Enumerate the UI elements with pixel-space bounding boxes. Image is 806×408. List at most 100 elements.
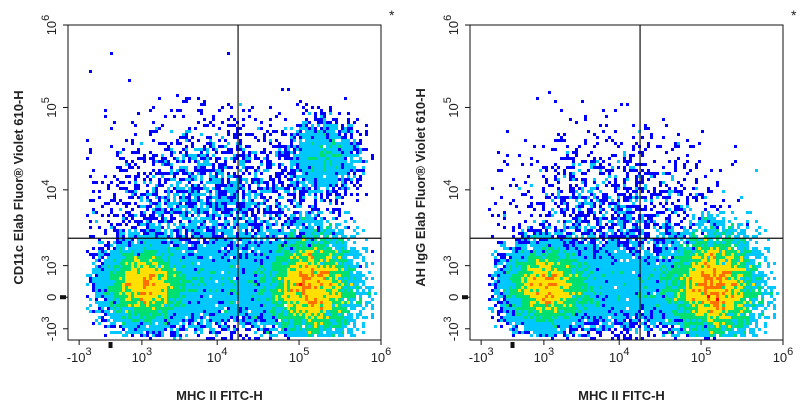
density-cell bbox=[248, 184, 251, 187]
density-cell bbox=[233, 160, 236, 163]
density-cell bbox=[95, 181, 98, 184]
density-cell bbox=[242, 238, 245, 241]
density-cell bbox=[95, 220, 98, 223]
density-cell bbox=[107, 187, 110, 190]
density-cell bbox=[596, 142, 599, 145]
density-cell bbox=[278, 247, 281, 250]
density-cell bbox=[254, 205, 257, 208]
density-cell bbox=[347, 145, 350, 148]
density-cell bbox=[158, 211, 161, 214]
density-cell bbox=[137, 283, 140, 286]
density-cell bbox=[338, 112, 341, 115]
density-cell bbox=[125, 205, 128, 208]
density-cell bbox=[338, 268, 341, 271]
density-cell bbox=[356, 262, 359, 265]
density-cell bbox=[191, 235, 194, 238]
density-cell bbox=[269, 133, 272, 136]
density-cell bbox=[326, 250, 329, 253]
density-cell bbox=[242, 178, 245, 181]
density-cell bbox=[347, 283, 350, 286]
density-cell bbox=[287, 178, 290, 181]
density-cell bbox=[146, 199, 149, 202]
density-cell bbox=[329, 223, 332, 226]
density-cell bbox=[335, 298, 338, 301]
density-cell bbox=[293, 289, 296, 292]
density-cell bbox=[218, 250, 221, 253]
density-cell bbox=[242, 274, 245, 277]
density-cell bbox=[227, 304, 230, 307]
density-cell bbox=[653, 172, 656, 175]
density-cell bbox=[110, 325, 113, 328]
density-cell bbox=[119, 250, 122, 253]
density-cell bbox=[203, 208, 206, 211]
density-cell bbox=[341, 184, 344, 187]
density-cell bbox=[308, 247, 311, 250]
density-cell bbox=[95, 268, 98, 271]
density-cell bbox=[251, 280, 254, 283]
density-cell bbox=[101, 265, 104, 268]
density-cell bbox=[320, 310, 323, 313]
density-cell bbox=[275, 220, 278, 223]
density-cell bbox=[338, 211, 341, 214]
density-cell bbox=[206, 307, 209, 310]
density-cell bbox=[167, 271, 170, 274]
density-cell bbox=[209, 232, 212, 235]
density-cell bbox=[242, 226, 245, 229]
density-cell bbox=[293, 133, 296, 136]
density-cell bbox=[158, 322, 161, 325]
density-cell bbox=[239, 181, 242, 184]
density-cell bbox=[272, 316, 275, 319]
density-cell bbox=[104, 325, 107, 328]
density-cell bbox=[290, 136, 293, 139]
density-cell bbox=[245, 265, 248, 268]
density-cell bbox=[314, 187, 317, 190]
density-cell bbox=[149, 241, 152, 244]
density-cell bbox=[341, 322, 344, 325]
density-cell bbox=[317, 328, 320, 331]
density-cell bbox=[293, 181, 296, 184]
density-cell bbox=[305, 184, 308, 187]
density-cell bbox=[185, 178, 188, 181]
density-cell bbox=[272, 262, 275, 265]
density-cell bbox=[248, 283, 251, 286]
density-cell bbox=[308, 175, 311, 178]
density-cell bbox=[146, 244, 149, 247]
density-cell bbox=[329, 181, 332, 184]
density-cell bbox=[260, 328, 263, 331]
density-cell bbox=[128, 253, 131, 256]
density-cell bbox=[200, 235, 203, 238]
density-cell bbox=[338, 307, 341, 310]
density-cell bbox=[332, 292, 335, 295]
density-cell bbox=[278, 259, 281, 262]
density-cell bbox=[269, 328, 272, 331]
density-cell bbox=[272, 304, 275, 307]
density-cell bbox=[338, 292, 341, 295]
density-cell bbox=[185, 130, 188, 133]
density-cell bbox=[350, 268, 353, 271]
density-cell bbox=[650, 136, 653, 139]
density-cell bbox=[230, 271, 233, 274]
density-cell bbox=[128, 196, 131, 199]
density-cell bbox=[335, 247, 338, 250]
density-cell bbox=[593, 157, 596, 160]
density-cell bbox=[185, 244, 188, 247]
density-cell bbox=[677, 142, 680, 145]
density-cell bbox=[152, 106, 155, 109]
density-cell bbox=[287, 259, 290, 262]
density-cell bbox=[308, 307, 311, 310]
density-cell bbox=[314, 214, 317, 217]
density-cell bbox=[221, 286, 224, 289]
density-cell bbox=[278, 148, 281, 151]
density-cell bbox=[257, 166, 260, 169]
density-cell bbox=[215, 250, 218, 253]
density-cell bbox=[122, 241, 125, 244]
density-cell bbox=[629, 154, 632, 157]
density-cell bbox=[281, 268, 284, 271]
density-cell bbox=[329, 313, 332, 316]
density-cell bbox=[266, 310, 269, 313]
density-cell bbox=[554, 139, 557, 142]
density-cell bbox=[338, 259, 341, 262]
density-cell bbox=[200, 301, 203, 304]
density-cell bbox=[230, 202, 233, 205]
density-cell bbox=[260, 253, 263, 256]
